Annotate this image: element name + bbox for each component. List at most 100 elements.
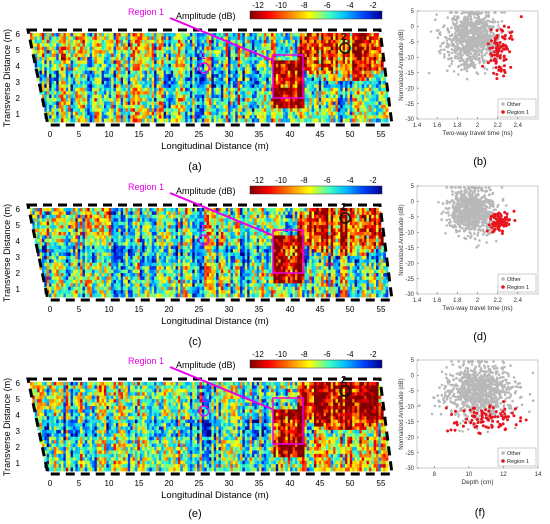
heatmap-cell	[287, 36, 291, 41]
colorbar-tick: -10	[275, 1, 287, 10]
heatmap-cell	[72, 50, 76, 54]
heatmap-cell	[282, 80, 286, 85]
heatmap-cell	[58, 269, 62, 274]
heatmap-cell	[325, 46, 329, 51]
heatmap-cell	[175, 111, 179, 116]
heatmap-cell	[137, 255, 141, 260]
heatmap-cell	[376, 77, 379, 82]
heatmap-cell	[108, 111, 112, 116]
heatmap-cell	[77, 218, 81, 223]
heatmap-cell	[194, 39, 198, 44]
heatmap-cell	[84, 214, 88, 219]
heatmap-cell	[108, 70, 112, 75]
heatmap-cell	[99, 53, 102, 58]
heatmap-cell	[118, 91, 122, 96]
heatmap-cell	[82, 98, 86, 102]
heatmap-cell	[127, 283, 131, 288]
heatmap-cell	[285, 74, 289, 78]
heatmap-cell	[92, 39, 95, 44]
heatmap-cell	[328, 63, 332, 68]
heatmap-cell	[56, 245, 60, 250]
heatmap-cell	[115, 245, 119, 250]
heatmap-cell	[263, 104, 267, 109]
heatmap-cell	[118, 98, 122, 102]
heatmap-cell	[58, 252, 62, 257]
heatmap-cell	[163, 101, 167, 106]
heatmap-cell	[294, 33, 298, 37]
heatmap-cell	[209, 98, 212, 102]
heatmap-cell	[244, 94, 248, 99]
heatmap-cell	[149, 98, 153, 102]
heatmap-cell	[106, 228, 110, 233]
heatmap-cell	[106, 283, 110, 288]
heatmap-cell	[61, 225, 64, 229]
heatmap-cell	[314, 84, 317, 89]
heatmap-cell	[223, 33, 227, 37]
heatmap-cell	[115, 98, 119, 102]
heatmap-cell	[123, 225, 126, 229]
heatmap-cell	[92, 286, 95, 291]
heatmap-cell	[118, 221, 122, 226]
heatmap-cell	[170, 39, 174, 44]
heatmap-cell	[108, 94, 112, 99]
heatmap-cell	[41, 238, 45, 243]
heatmap-cell	[170, 115, 174, 119]
heatmap-cell	[192, 60, 196, 65]
heatmap-cell	[282, 60, 286, 65]
heatmap-cell	[180, 118, 184, 123]
heatmap-cell	[185, 70, 188, 75]
heatmap-cell	[139, 33, 143, 37]
heatmap-cell	[120, 118, 124, 123]
heatmap-cell	[101, 77, 105, 82]
heatmap-cell	[103, 84, 107, 89]
heatmap-cell	[330, 60, 334, 65]
heatmap-cell	[182, 36, 186, 41]
heatmap-cell	[111, 259, 114, 264]
heatmap-cell	[144, 63, 148, 68]
heatmap-cell	[135, 276, 138, 281]
heatmap-cell	[146, 46, 150, 51]
heatmap-cell	[130, 80, 134, 85]
heatmap-cell	[359, 33, 363, 37]
heatmap-cell	[113, 218, 117, 223]
heatmap-cell	[199, 118, 203, 123]
heatmap-cell	[94, 221, 98, 226]
heatmap-cell	[340, 56, 344, 61]
heatmap-cell	[89, 290, 93, 294]
heatmap-cell	[149, 84, 153, 89]
heatmap-cell	[65, 77, 69, 82]
heatmap-cell	[94, 279, 98, 284]
heatmap-cell	[259, 111, 262, 116]
heatmap-cell	[223, 36, 227, 41]
heatmap-cell	[130, 286, 134, 291]
heatmap-cell	[82, 94, 86, 99]
heatmap-cell	[371, 33, 375, 37]
heatmap-cell	[161, 104, 165, 109]
heatmap-cell	[211, 77, 215, 82]
heatmap-cell	[204, 80, 208, 85]
heatmap-cell	[192, 80, 196, 85]
heatmap-cell	[201, 43, 205, 48]
heatmap-cell	[232, 50, 236, 54]
heatmap-cell	[92, 283, 95, 288]
heatmap-cell	[213, 111, 217, 116]
heatmap-cell	[118, 43, 122, 48]
heatmap-cell	[101, 108, 105, 113]
heatmap-cell	[209, 36, 212, 41]
heatmap-cell	[280, 87, 284, 92]
heatmap-cell	[61, 115, 64, 119]
heatmap-cell	[65, 208, 69, 212]
heatmap-cell	[125, 111, 129, 116]
heatmap-cell	[142, 39, 145, 44]
heatmap-cell	[352, 111, 355, 116]
heatmap-cell	[125, 50, 129, 54]
heatmap-cell	[383, 104, 387, 109]
heatmap-cell	[180, 33, 184, 37]
heatmap-cell	[263, 84, 267, 89]
heatmap-cell	[361, 50, 365, 54]
heatmap-cell	[61, 91, 64, 96]
heatmap-cell	[199, 104, 203, 109]
heatmap-cell	[218, 91, 222, 96]
heatmap-cell	[209, 80, 212, 85]
heatmap-cell	[194, 74, 198, 78]
